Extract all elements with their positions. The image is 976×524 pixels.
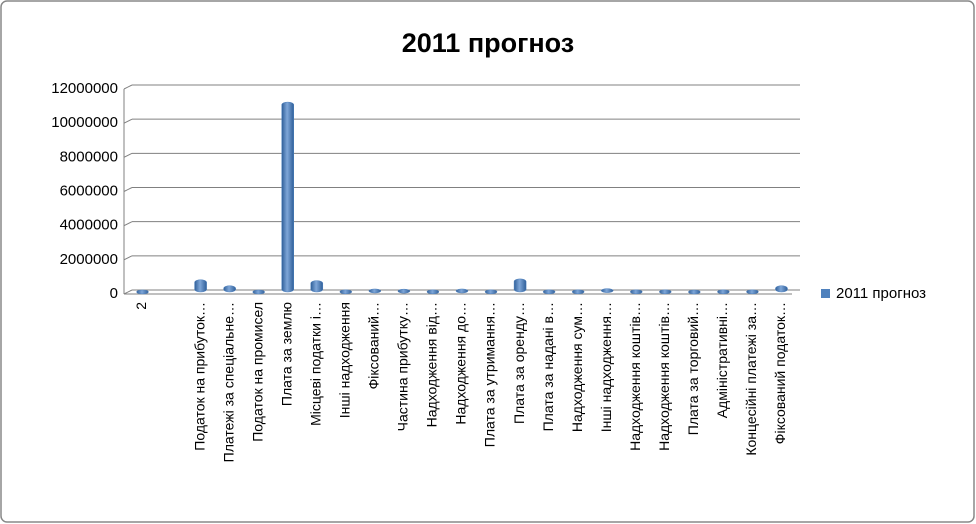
bar (368, 288, 382, 294)
y-tick-label: 12000000 (51, 80, 118, 97)
bar (455, 288, 469, 294)
bar (484, 289, 498, 295)
bar (397, 288, 411, 294)
x-tick-label: Концесійні платежі за… (743, 302, 759, 456)
bar (310, 280, 324, 293)
x-tick-label: Надходження сум… (569, 302, 585, 432)
x-tick-label: Інші надходження… (598, 302, 614, 432)
x-tick-label: Адміністративні… (714, 302, 730, 418)
bar (136, 289, 149, 295)
bar (252, 289, 265, 295)
grid-line-side (123, 152, 133, 158)
x-tick-label: Податок на прибуток… (191, 302, 207, 451)
grid-line-side (123, 289, 133, 295)
bar (223, 285, 236, 293)
grid-line-side (123, 84, 133, 90)
x-tick-label: Надходження коштів… (656, 302, 672, 451)
bar (426, 289, 440, 295)
x-tick-label: Надходження до… (453, 302, 469, 425)
x-tick-label: Податок на промисел (249, 302, 265, 442)
grid-line-side (123, 221, 133, 227)
bar (717, 289, 730, 295)
legend-label: 2011 прогноз (836, 285, 926, 302)
x-tick-label: Плата за надані в… (540, 302, 556, 431)
x-tick-label: Плата за землю (278, 302, 294, 406)
x-tick-label: Частина прибутку… (395, 302, 411, 431)
y-tick-label: 2000000 (60, 251, 118, 268)
x-tick-label: Місцеві податки і… (307, 302, 323, 426)
bar (659, 289, 672, 295)
y-tick-label: 10000000 (51, 114, 118, 131)
bar (281, 101, 294, 293)
x-tick-label: Платежі за спеціальне… (220, 302, 236, 462)
legend-swatch (821, 289, 830, 298)
bar (775, 285, 788, 293)
x-tick-label: Фіксований податок… (772, 302, 788, 444)
bar (194, 279, 207, 293)
bar (600, 288, 614, 293)
y-tick-label: 8000000 (60, 148, 118, 165)
x-tick-label: Плата за утримання… (482, 302, 498, 447)
y-tick-label: 4000000 (60, 217, 118, 234)
bar (513, 278, 527, 293)
bar (571, 289, 585, 295)
chart-title: 2011 прогноз (402, 28, 574, 58)
grid-line-side (123, 118, 133, 124)
x-tick-label: 2 (133, 302, 149, 310)
x-tick-label: Плата за торговий… (685, 302, 701, 435)
bar (339, 289, 353, 295)
grid-line-side (123, 187, 133, 192)
x-tick-label: Надходження коштів… (627, 302, 643, 451)
x-tick-label: Інші надходження (337, 302, 353, 418)
bar (746, 289, 759, 295)
y-tick-label: 0 (110, 285, 118, 302)
y-tick-label: 6000000 (60, 182, 118, 199)
bar (542, 289, 556, 295)
bar (688, 289, 701, 295)
grid-line-side (123, 255, 133, 261)
bar (630, 289, 643, 295)
x-tick-label: Надходження від… (424, 302, 440, 427)
x-tick-label: Фіксований… (366, 302, 382, 389)
x-tick-label: Плата за оренду… (511, 302, 527, 424)
